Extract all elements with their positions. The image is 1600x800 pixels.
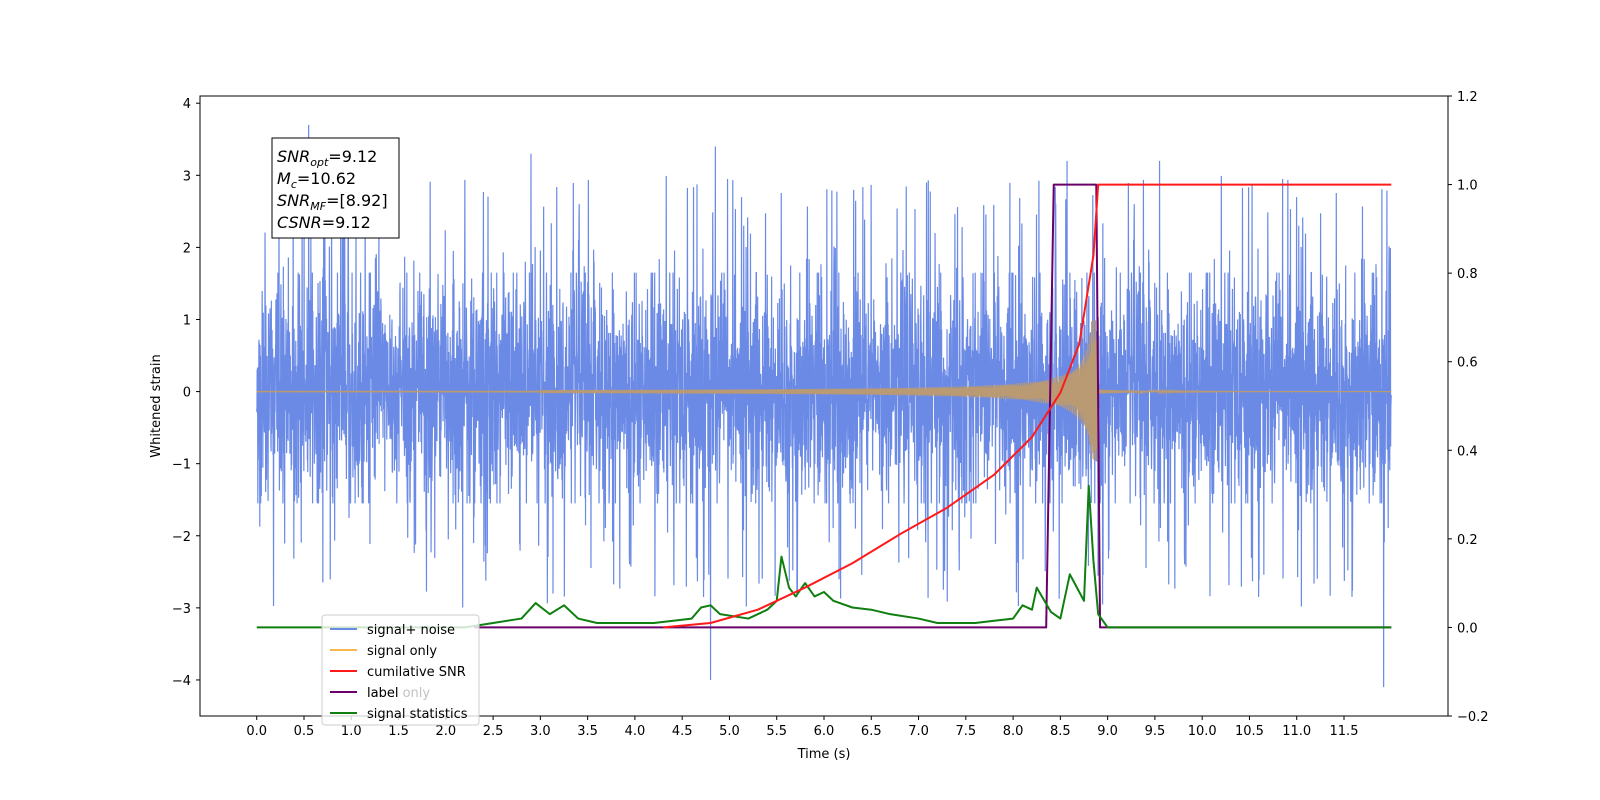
stats-sub: c (291, 178, 297, 191)
x-tick-label: 9.5 (1145, 724, 1166, 739)
stats-value: =9.12 (322, 213, 371, 232)
x-tick-label: 7.0 (908, 724, 929, 739)
series-signal-noise (256, 124, 1392, 688)
x-tick-label: 1.5 (388, 724, 409, 739)
y-tick-label: −4 (172, 674, 191, 689)
x-tick-label: 2.5 (483, 724, 504, 739)
x-tick-label: 5.0 (719, 724, 740, 739)
stats-line: SNRopt=9.12 (277, 147, 377, 169)
stats-var: SNR (277, 147, 310, 166)
stats-sub: opt (310, 156, 329, 169)
stats-line: SNRMF=[8.92] (277, 191, 388, 213)
x-tick-label: 4.5 (672, 724, 693, 739)
y2-tick-label: 0.2 (1457, 533, 1478, 548)
x-tick-label: 9.0 (1097, 724, 1118, 739)
legend-hidden-label: label only (367, 686, 430, 701)
y-tick-label: −2 (172, 530, 191, 545)
stats-sub: MF (310, 200, 326, 213)
plot-series-group (256, 124, 1392, 688)
stats-var: M (277, 169, 291, 188)
legend-entry-label: cumilative SNR (367, 665, 466, 680)
legend-entry-label: signal only (367, 644, 437, 659)
legend-entry-label: label (367, 686, 398, 701)
x-axis-label: Time (s) (797, 747, 851, 762)
x-tick-label: 8.5 (1050, 724, 1071, 739)
series-signal-only (256, 319, 1392, 462)
y2-tick-label: 0.4 (1457, 444, 1478, 459)
x-tick-label: 10.0 (1188, 724, 1217, 739)
y2-tick-label: 0.8 (1457, 267, 1478, 282)
x-tick-label: 1.0 (341, 724, 362, 739)
x-tick-label: 7.5 (955, 724, 976, 739)
stats-var: CSNR (277, 213, 322, 232)
y-tick-label: 4 (183, 97, 191, 112)
x-tick-label: 10.5 (1235, 724, 1264, 739)
x-tick-label: 3.0 (530, 724, 551, 739)
stats-value: =10.62 (297, 169, 356, 188)
legend-entry-label: signal statistics (367, 707, 468, 722)
stats-box-frame (271, 137, 400, 239)
y-axis-label: Whitened strain (149, 354, 164, 457)
stats-line: CSNR=9.12 (277, 213, 371, 232)
y-tick-label: 1 (183, 313, 191, 328)
x-tick-label: 8.0 (1003, 724, 1024, 739)
x-tick-label: 11.5 (1330, 724, 1359, 739)
x-tick-label: 6.5 (861, 724, 882, 739)
x-tick-label: 11.0 (1282, 724, 1311, 739)
series-cumulative-snr (663, 183, 1392, 629)
y-tick-label: 0 (183, 386, 191, 401)
x-tick-label: 5.5 (766, 724, 787, 739)
y2-tick-label: 0.0 (1457, 621, 1478, 636)
axes: 0.0 0.5 1.0 1.5 2.0 2.5 3.0 3.5 4.0 4.5 5.0 5.5 6.0 6… (149, 90, 1489, 762)
stats-value: =[8.92] (326, 191, 388, 210)
series-signal-statistics (256, 484, 1392, 629)
stats-value: =9.12 (328, 147, 377, 166)
y-tick-label: 2 (183, 241, 191, 256)
plot-area (256, 124, 1392, 688)
x-tick-label: 2.0 (435, 724, 456, 739)
y-tick-label: −3 (172, 602, 191, 617)
y-tick-label: −1 (172, 458, 191, 473)
y2-tick-label: −0.2 (1457, 710, 1489, 725)
y2-tick-label: 1.0 (1457, 179, 1478, 194)
legend-frame (321, 614, 480, 726)
x-tick-label: 0.0 (246, 724, 267, 739)
stats-var: SNR (277, 191, 310, 210)
legend: signal+ noise signal only cumilative SNR la… (321, 614, 480, 726)
y2-tick-label: 0.6 (1457, 356, 1478, 371)
x-tick-label: 0.5 (294, 724, 315, 739)
x-tick-label: 4.0 (625, 724, 646, 739)
legend-entry-label: signal+ noise (367, 623, 455, 638)
stats-line: Mc=10.62 (277, 169, 356, 191)
y2-tick-label: 1.2 (1457, 90, 1478, 105)
x-tick-label: 6.0 (814, 724, 835, 739)
x-tick-label: 3.5 (577, 724, 598, 739)
y-tick-label: 3 (183, 169, 191, 184)
